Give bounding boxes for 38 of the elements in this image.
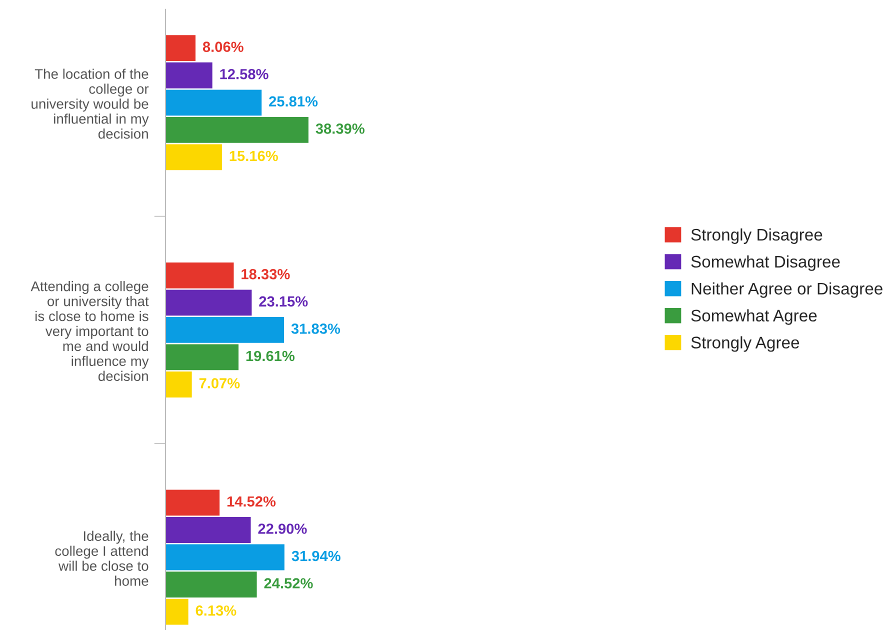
- bar: [165, 62, 212, 88]
- y-tick-label: Ideally, the college I attend will be close to home: [55, 530, 148, 586]
- y-tick-label: The location of the college or university would be influential in my decision: [32, 68, 149, 139]
- data-label: 18.33%: [242, 268, 290, 280]
- data-label: 12.58%: [220, 68, 268, 80]
- bar: [165, 262, 234, 288]
- bar: [165, 316, 284, 343]
- bar: [165, 90, 262, 116]
- data-label: 15.16%: [230, 150, 278, 162]
- legend-label: Strongly Agree: [691, 336, 800, 352]
- bar: [165, 517, 251, 543]
- data-label: 22.90%: [258, 524, 307, 534]
- data-label: 6.13%: [196, 605, 236, 616]
- legend-label: Somewhat Disagree: [691, 255, 840, 271]
- bar: [165, 544, 284, 570]
- data-label: 14.52%: [227, 496, 276, 507]
- bar: [165, 372, 192, 398]
- data-label: 31.83%: [291, 324, 340, 334]
- data-label: 24.52%: [264, 578, 313, 588]
- data-label: 38.39%: [316, 124, 364, 134]
- legend-label: Neither Agree or Disagree: [692, 282, 882, 298]
- legend-label: Somewhat Agree: [691, 309, 817, 325]
- data-label: 25.81%: [269, 96, 318, 107]
- y-tick-label: Attending a college or university that is close to home is very important to me and would influence my decision: [30, 281, 149, 382]
- bar: [165, 116, 308, 143]
- data-label: 31.94%: [292, 550, 340, 562]
- bar: [165, 598, 188, 625]
- data-label: 23.15%: [259, 296, 308, 307]
- bar: [165, 290, 252, 316]
- bar: [165, 490, 220, 516]
- data-label: 8.06%: [202, 42, 244, 52]
- data-label: 7.07%: [199, 378, 240, 388]
- bar: [165, 144, 222, 170]
- legend-label: Strongly Disagree: [691, 228, 822, 244]
- data-label: 19.61%: [246, 350, 295, 362]
- bar: [165, 344, 239, 370]
- bar: [165, 35, 196, 62]
- bar: [165, 572, 257, 598]
